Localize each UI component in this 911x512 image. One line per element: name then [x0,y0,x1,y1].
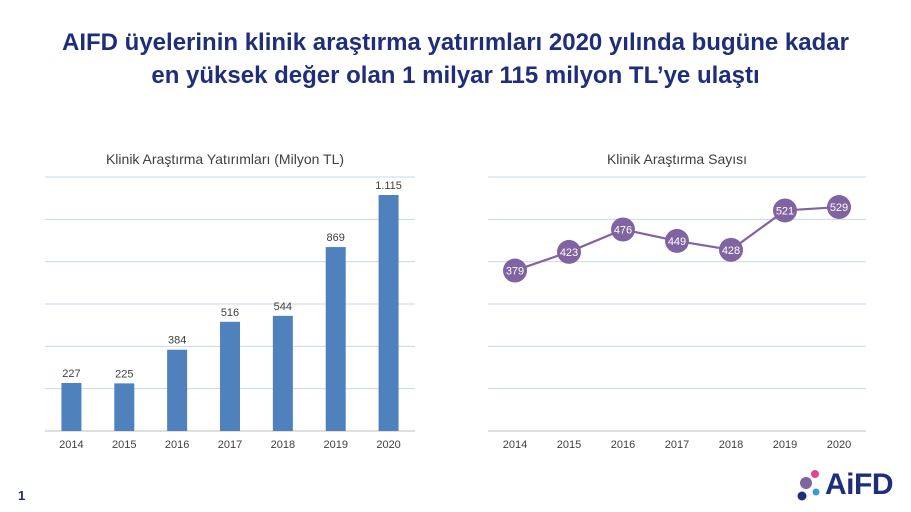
point-value-label: 428 [722,245,740,257]
point-2019 [773,198,797,223]
x-tick-label: 2019 [323,439,347,451]
bar-value-label: 225 [115,368,133,380]
bar-2019 [325,247,346,431]
bar-2016 [167,349,188,431]
x-tick-label: 2018 [719,439,743,451]
x-tick-label: 2014 [59,439,83,451]
bar-2018 [272,315,293,431]
point-2017 [665,228,689,253]
page-number: 1 [18,488,26,503]
x-tick-label: 2018 [271,439,295,451]
x-tick-label: 2015 [112,439,136,451]
molecule-dots-icon [797,470,820,501]
point-2020 [827,195,851,220]
x-tick-label: 2015 [557,439,581,451]
bar-value-label: 516 [221,307,239,319]
bar-2017 [220,321,240,431]
point-2018 [719,237,743,262]
bar-2015 [114,383,135,431]
logo-text: AiFD [825,468,894,501]
x-tick-label: 2016 [165,439,189,451]
bar-value-label: 384 [168,335,186,347]
line-chart-title: Klinik Araştırma Sayısı [606,151,748,167]
x-tick-label: 2014 [503,439,527,451]
bar-value-label: 1.115 [375,180,402,192]
bar-value-label: 227 [62,368,80,380]
x-tick-label: 2017 [218,439,242,451]
bar-2020 [378,194,399,431]
bar-value-label: 869 [327,232,345,244]
x-tick-label: 2017 [665,439,689,451]
x-tick-label: 2016 [611,439,635,451]
bar-2014 [61,382,82,431]
point-2014 [503,258,527,283]
x-tick-label: 2020 [827,439,851,451]
aifd-logo: AiFD [795,466,905,506]
point-value-label: 521 [776,205,794,217]
bar-value-label: 544 [274,301,292,313]
point-value-label: 423 [560,247,578,259]
x-tick-label: 2019 [773,439,797,451]
point-value-label: 476 [614,224,632,236]
headline: AIFD üyelerinin klinik araştırma yatırım… [0,26,911,92]
point-value-label: 529 [830,202,848,214]
point-2016 [611,217,635,242]
x-tick-label: 2020 [376,439,400,451]
bar-chart-title: Klinik Araştırma Yatırımları (Milyon TL) [105,151,345,167]
headline-line-2: en yüksek değer olan 1 milyar 115 milyon… [151,62,760,89]
point-2015 [557,239,581,264]
headline-line-1: AIFD üyelerinin klinik araştırma yatırım… [62,29,849,56]
point-value-label: 449 [668,236,686,248]
point-value-label: 379 [506,266,524,278]
